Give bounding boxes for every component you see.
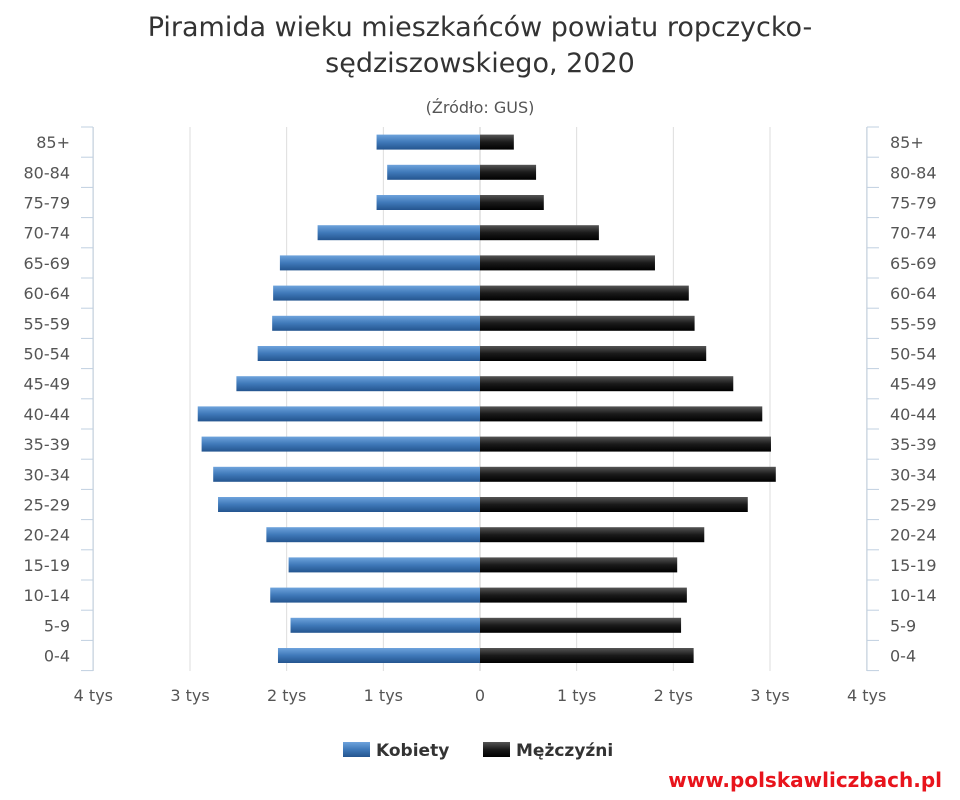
y-category-label-left: 0-4 — [44, 647, 70, 666]
y-category-label-right: 15-19 — [890, 556, 937, 575]
y-category-label-left: 50-54 — [24, 345, 71, 364]
bar-kobiety — [387, 164, 480, 180]
bar-mezczyzni — [480, 376, 734, 392]
bar-mezczyzni — [480, 436, 771, 452]
bar-kobiety — [218, 497, 481, 512]
legend-label: Kobiety — [376, 741, 449, 761]
bar-mezczyzni — [480, 285, 689, 301]
y-category-label-left: 60-64 — [24, 284, 71, 303]
y-category-label-left: 75-79 — [24, 194, 71, 213]
y-category-label-left: 35-39 — [24, 435, 71, 454]
y-category-label-right: 35-39 — [890, 435, 937, 454]
chart-title-line1: Piramida wieku mieszkańców powiatu ropcz… — [147, 12, 813, 43]
y-category-label-right: 75-79 — [890, 194, 937, 213]
x-tick-label: 2 tys — [267, 686, 306, 705]
y-category-label-left: 5-9 — [44, 616, 70, 635]
bar-mezczyzni — [480, 255, 655, 271]
y-category-label-left: 20-24 — [24, 526, 71, 545]
bar-kobiety — [213, 466, 480, 482]
bar-kobiety — [272, 315, 480, 331]
y-category-label-left: 55-59 — [24, 314, 71, 333]
bar-kobiety — [288, 557, 480, 573]
legend-item-mezczyzni[interactable]: Mężczyźni — [483, 741, 613, 761]
bar-kobiety — [236, 376, 480, 392]
bar-kobiety — [376, 134, 480, 150]
bar-mezczyzni — [480, 315, 695, 331]
bar-mezczyzni — [480, 225, 599, 241]
y-category-label-right: 65-69 — [890, 254, 937, 273]
bar-mezczyzni — [480, 587, 687, 603]
chart-title: Piramida wieku mieszkańców powiatu ropcz… — [0, 10, 960, 82]
x-tick-label: 4 tys — [847, 686, 886, 705]
bar-kobiety — [317, 225, 480, 241]
y-category-label-left: 80-84 — [24, 163, 71, 182]
y-category-label-right: 5-9 — [890, 616, 916, 635]
x-tick-label: 3 tys — [170, 686, 209, 705]
y-category-label-right: 40-44 — [890, 405, 937, 424]
bar-kobiety — [290, 617, 480, 633]
bar-kobiety — [266, 527, 480, 543]
x-tick-label: 0 — [475, 686, 485, 705]
x-tick-label: 3 tys — [750, 686, 789, 705]
y-category-label-left: 10-14 — [24, 586, 71, 605]
bar-mezczyzni — [480, 195, 544, 210]
y-category-label-right: 30-34 — [890, 465, 937, 484]
legend-item-kobiety[interactable]: Kobiety — [343, 741, 449, 761]
bar-kobiety — [376, 195, 480, 210]
watermark: www.polskawliczbach.pl — [668, 768, 942, 792]
bar-mezczyzni — [480, 497, 748, 512]
legend-swatch — [483, 742, 510, 757]
y-category-label-left: 65-69 — [24, 254, 71, 273]
bar-kobiety — [273, 285, 480, 301]
bar-kobiety — [270, 587, 480, 603]
chart-title-line2: sędziszowskiego, 2020 — [325, 48, 635, 79]
bar-mezczyzni — [480, 466, 776, 482]
y-category-label-right: 20-24 — [890, 526, 937, 545]
bar-mezczyzni — [480, 617, 682, 633]
x-tick-label: 1 tys — [364, 686, 403, 705]
bar-mezczyzni — [480, 134, 514, 150]
bar-kobiety — [279, 255, 480, 271]
y-category-label-left: 15-19 — [24, 556, 71, 575]
bar-mezczyzni — [480, 557, 678, 573]
y-category-label-left: 25-29 — [24, 496, 71, 515]
chart-subtitle: (Źródło: GUS) — [425, 98, 535, 117]
bar-kobiety — [201, 436, 480, 452]
y-category-label-left: 45-49 — [24, 375, 71, 394]
y-category-label-right: 70-74 — [890, 224, 937, 243]
y-category-label-right: 45-49 — [890, 375, 937, 394]
y-category-label-right: 80-84 — [890, 163, 937, 182]
y-category-label-right: 10-14 — [890, 586, 937, 605]
bar-mezczyzni — [480, 527, 705, 543]
y-category-label-right: 0-4 — [890, 647, 916, 666]
x-tick-label: 2 tys — [654, 686, 693, 705]
y-category-label-right: 25-29 — [890, 496, 937, 515]
legend-swatch — [343, 742, 370, 757]
y-category-label-left: 40-44 — [24, 405, 71, 424]
bar-mezczyzni — [480, 346, 707, 361]
bar-kobiety — [257, 346, 480, 361]
y-category-label-right: 50-54 — [890, 345, 937, 364]
y-category-label-right: 55-59 — [890, 314, 937, 333]
y-category-label-left: 70-74 — [24, 224, 71, 243]
y-category-label-left: 30-34 — [24, 465, 71, 484]
y-category-label-right: 85+ — [890, 133, 924, 152]
bar-kobiety — [197, 406, 480, 422]
legend-label: Mężczyźni — [516, 741, 613, 761]
bar-mezczyzni — [480, 648, 694, 663]
bar-kobiety — [277, 648, 480, 663]
y-category-label-left: 85+ — [36, 133, 70, 152]
bar-mezczyzni — [480, 406, 763, 422]
x-tick-label: 4 tys — [74, 686, 113, 705]
y-category-label-right: 60-64 — [890, 284, 937, 303]
x-tick-label: 1 tys — [557, 686, 596, 705]
bar-mezczyzni — [480, 164, 537, 180]
